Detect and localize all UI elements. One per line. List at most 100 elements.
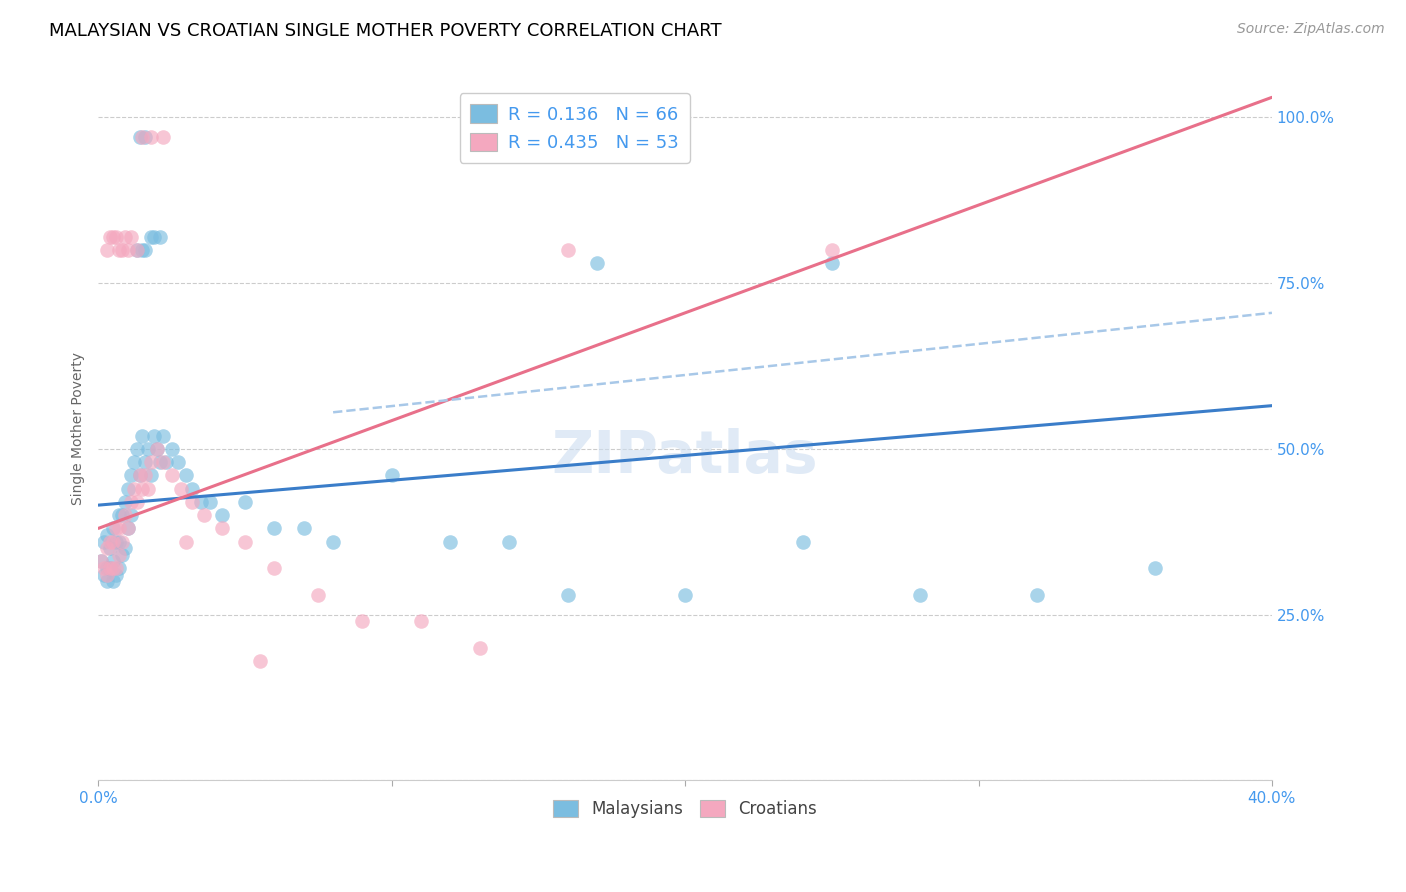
- Point: [263, 561, 285, 575]
- Point: [134, 468, 156, 483]
- Point: [190, 495, 212, 509]
- Point: [149, 229, 172, 244]
- Point: [146, 442, 169, 456]
- Point: [143, 229, 166, 244]
- Point: [90, 554, 112, 568]
- Point: [381, 468, 404, 483]
- Point: [105, 567, 128, 582]
- Point: [108, 243, 131, 257]
- Point: [176, 468, 198, 483]
- Point: [98, 534, 121, 549]
- Point: [143, 428, 166, 442]
- Point: [111, 508, 134, 522]
- Point: [308, 588, 330, 602]
- Text: ZIPatlas: ZIPatlas: [551, 428, 818, 485]
- Point: [108, 561, 131, 575]
- Point: [557, 243, 579, 257]
- Point: [131, 482, 153, 496]
- Point: [141, 130, 163, 145]
- Point: [101, 561, 124, 575]
- Point: [108, 534, 131, 549]
- Point: [122, 455, 145, 469]
- Point: [141, 468, 163, 483]
- Point: [125, 243, 148, 257]
- Point: [152, 455, 174, 469]
- Point: [155, 455, 177, 469]
- Point: [125, 243, 148, 257]
- Point: [105, 229, 128, 244]
- Point: [96, 541, 118, 556]
- Point: [160, 442, 183, 456]
- Point: [249, 654, 271, 668]
- Point: [114, 229, 136, 244]
- Point: [141, 455, 163, 469]
- Point: [96, 574, 118, 589]
- Point: [468, 640, 491, 655]
- Point: [557, 588, 579, 602]
- Point: [90, 554, 112, 568]
- Point: [181, 482, 204, 496]
- Point: [352, 614, 374, 628]
- Point: [193, 508, 215, 522]
- Point: [821, 256, 844, 270]
- Point: [146, 442, 169, 456]
- Point: [821, 243, 844, 257]
- Point: [1143, 561, 1166, 575]
- Point: [152, 428, 174, 442]
- Point: [114, 495, 136, 509]
- Point: [233, 495, 256, 509]
- Point: [134, 455, 156, 469]
- Point: [108, 521, 131, 535]
- Point: [439, 534, 461, 549]
- Point: [673, 588, 696, 602]
- Point: [93, 561, 115, 575]
- Point: [98, 561, 121, 575]
- Point: [166, 455, 188, 469]
- Point: [96, 567, 118, 582]
- Point: [101, 534, 124, 549]
- Point: [131, 130, 153, 145]
- Point: [98, 229, 121, 244]
- Point: [411, 614, 433, 628]
- Point: [586, 256, 609, 270]
- Point: [98, 561, 121, 575]
- Point: [498, 534, 520, 549]
- Point: [117, 521, 139, 535]
- Point: [111, 243, 134, 257]
- Point: [120, 495, 142, 509]
- Y-axis label: Single Mother Poverty: Single Mother Poverty: [72, 352, 86, 506]
- Point: [125, 442, 148, 456]
- Point: [125, 495, 148, 509]
- Point: [101, 574, 124, 589]
- Point: [111, 548, 134, 562]
- Point: [93, 534, 115, 549]
- Point: [101, 229, 124, 244]
- Point: [96, 528, 118, 542]
- Point: [98, 541, 121, 556]
- Point: [120, 229, 142, 244]
- Point: [263, 521, 285, 535]
- Point: [136, 442, 159, 456]
- Point: [181, 495, 204, 509]
- Point: [152, 130, 174, 145]
- Point: [122, 482, 145, 496]
- Point: [105, 534, 128, 549]
- Text: Source: ZipAtlas.com: Source: ZipAtlas.com: [1237, 22, 1385, 37]
- Legend: Malaysians, Croatians: Malaysians, Croatians: [547, 793, 824, 825]
- Point: [292, 521, 315, 535]
- Point: [96, 561, 118, 575]
- Point: [160, 468, 183, 483]
- Point: [114, 541, 136, 556]
- Point: [211, 508, 233, 522]
- Point: [131, 428, 153, 442]
- Text: MALAYSIAN VS CROATIAN SINGLE MOTHER POVERTY CORRELATION CHART: MALAYSIAN VS CROATIAN SINGLE MOTHER POVE…: [49, 22, 721, 40]
- Point: [198, 495, 221, 509]
- Point: [117, 482, 139, 496]
- Point: [128, 468, 150, 483]
- Point: [114, 508, 136, 522]
- Point: [136, 482, 159, 496]
- Point: [131, 243, 153, 257]
- Point: [322, 534, 344, 549]
- Point: [908, 588, 931, 602]
- Point: [108, 548, 131, 562]
